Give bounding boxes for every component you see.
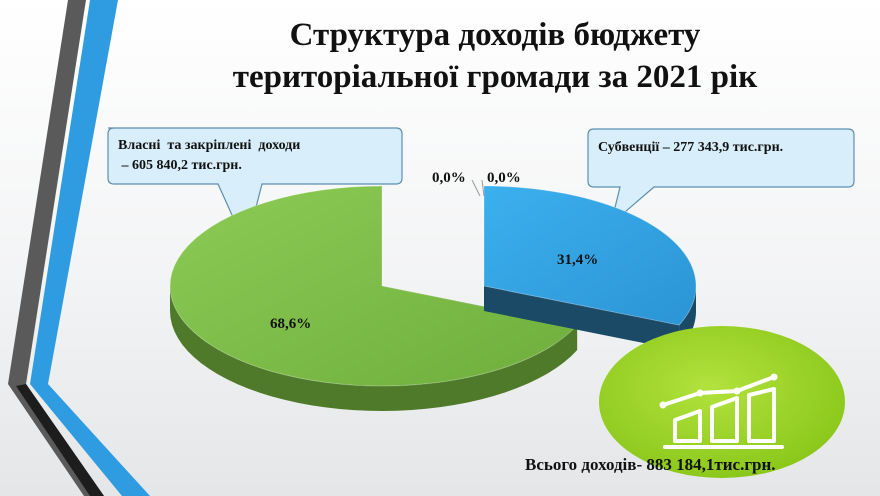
bar-chart-growth-icon <box>659 373 784 449</box>
callout-subventions-text: Субвенції – 277 343,9 тис.грн. <box>598 140 784 155</box>
callout-own-revenue-line-1: Власні та закріплені доходи <box>118 138 301 153</box>
pie-slice-subventions <box>483 185 697 351</box>
left-stripes-decoration <box>8 0 150 496</box>
pie-slice-subventions-edge-1 <box>484 286 680 351</box>
pie-slice-own-revenue-top <box>169 185 579 387</box>
data-label-subventions: 31,4% <box>557 252 599 268</box>
chart-title: Структура доходів бюджету територіальної… <box>150 14 840 98</box>
data-label-zero-2: 0,0% <box>487 170 521 186</box>
total-revenue-text: Всього доходів- 883 184,1тис.грн. <box>525 455 776 474</box>
chart-title-line-1: Структура доходів бюджету <box>289 17 701 53</box>
data-label-own-revenue: 68,6% <box>270 316 312 332</box>
stripe-blue <box>30 0 150 496</box>
data-label-zero-1: 0,0% <box>432 170 466 186</box>
total-badge <box>599 326 845 478</box>
pie-slice-zero-2-leader <box>481 179 485 197</box>
callout-own-revenue-line-2: – 605 840,2 тис.грн. <box>118 158 242 173</box>
pie-slice-zero-1-leader <box>471 179 481 197</box>
pie-chart <box>169 179 697 411</box>
pie-slice-own-revenue-side <box>170 286 578 411</box>
stripe-dark-gray <box>8 0 104 496</box>
callout-subventions <box>587 128 855 226</box>
stripe-black <box>16 384 104 496</box>
pie-slice-subventions-top <box>483 185 697 326</box>
chart-title-line-2: територіальної громади за 2021 рік <box>232 59 758 95</box>
pie-slice-own-revenue <box>169 185 579 411</box>
callout-own-revenue-text: Власні та закріплені доходи – 605 840,2 … <box>118 136 300 176</box>
